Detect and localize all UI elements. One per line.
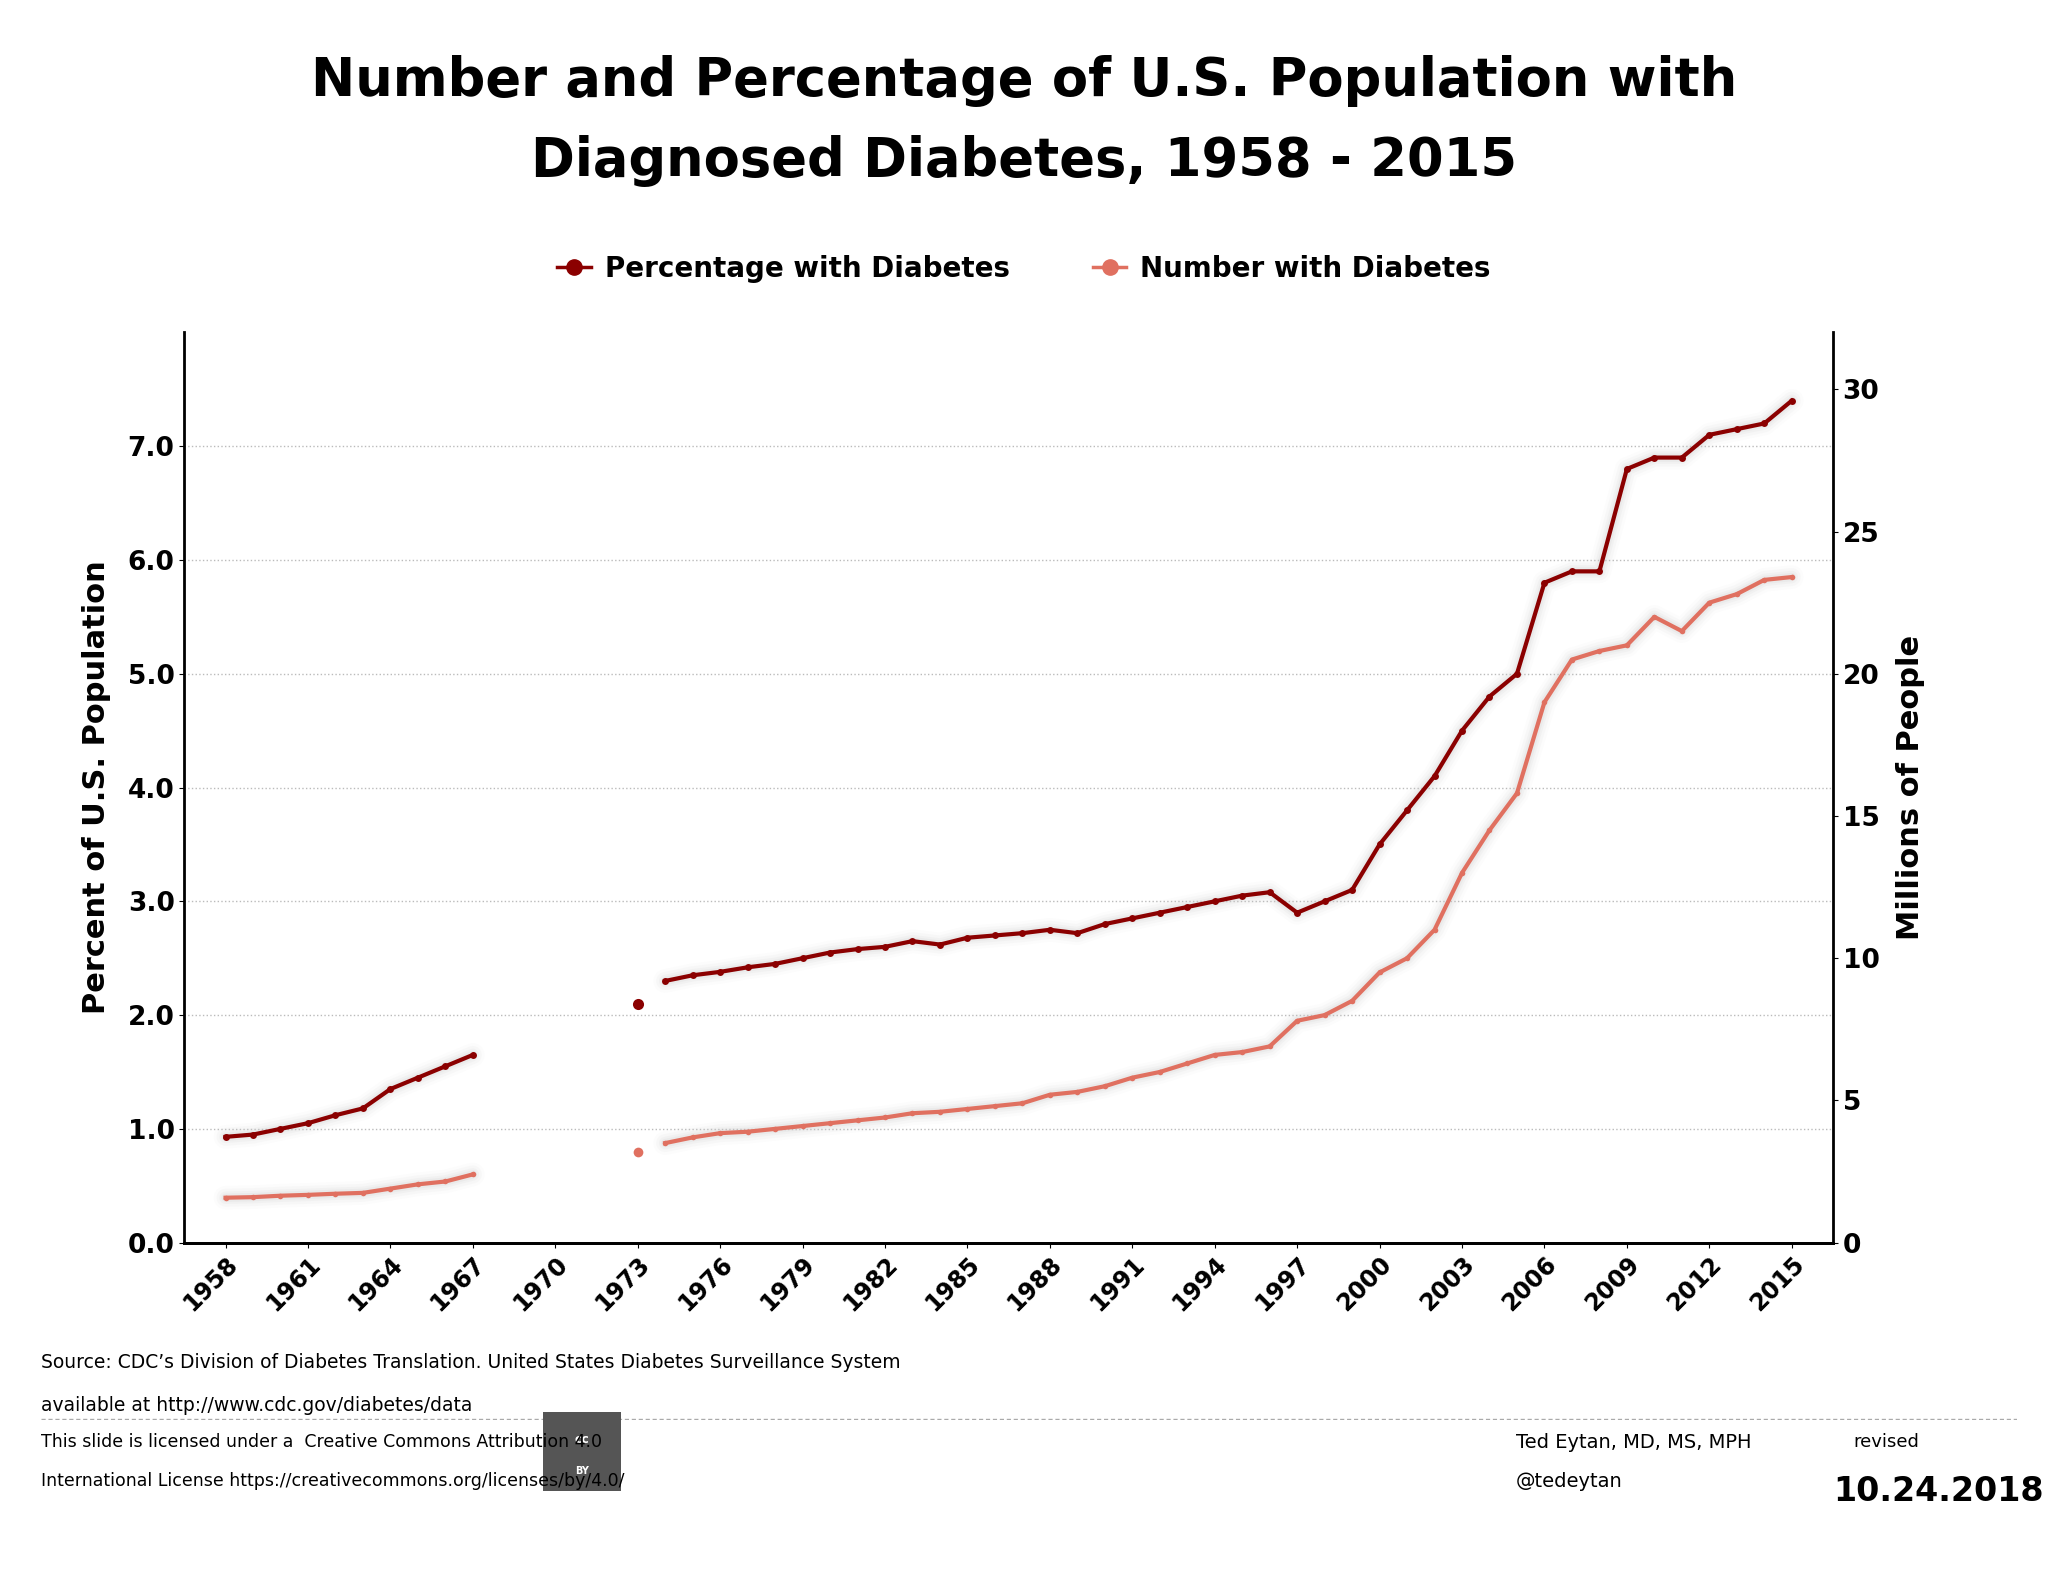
Y-axis label: Percent of U.S. Population: Percent of U.S. Population <box>82 560 111 1015</box>
Text: @tedeytan: @tedeytan <box>1516 1472 1622 1491</box>
Text: Number and Percentage of U.S. Population with: Number and Percentage of U.S. Population… <box>311 55 1737 108</box>
Text: cc: cc <box>573 1433 590 1447</box>
Legend: Percentage with Diabetes, Number with Diabetes: Percentage with Diabetes, Number with Di… <box>547 244 1501 293</box>
Y-axis label: Millions of People: Millions of People <box>1896 635 1925 940</box>
Text: revised: revised <box>1853 1433 1919 1450</box>
Text: This slide is licensed under a  Creative Commons Attribution 4.0: This slide is licensed under a Creative … <box>41 1433 602 1450</box>
Text: 10.24.2018: 10.24.2018 <box>1833 1475 2044 1509</box>
Text: Diagnosed Diabetes, 1958 - 2015: Diagnosed Diabetes, 1958 - 2015 <box>530 135 1518 187</box>
Text: International License https://creativecommons.org/licenses/by/4.0/: International License https://creativeco… <box>41 1472 625 1490</box>
Text: available at http://www.cdc.gov/diabetes/data: available at http://www.cdc.gov/diabetes… <box>41 1396 473 1415</box>
Text: Ted Eytan, MD, MS, MPH: Ted Eytan, MD, MS, MPH <box>1516 1433 1751 1452</box>
Text: BY: BY <box>575 1466 588 1477</box>
Text: Source: CDC’s Division of Diabetes Translation. United States Diabetes Surveilla: Source: CDC’s Division of Diabetes Trans… <box>41 1353 901 1372</box>
